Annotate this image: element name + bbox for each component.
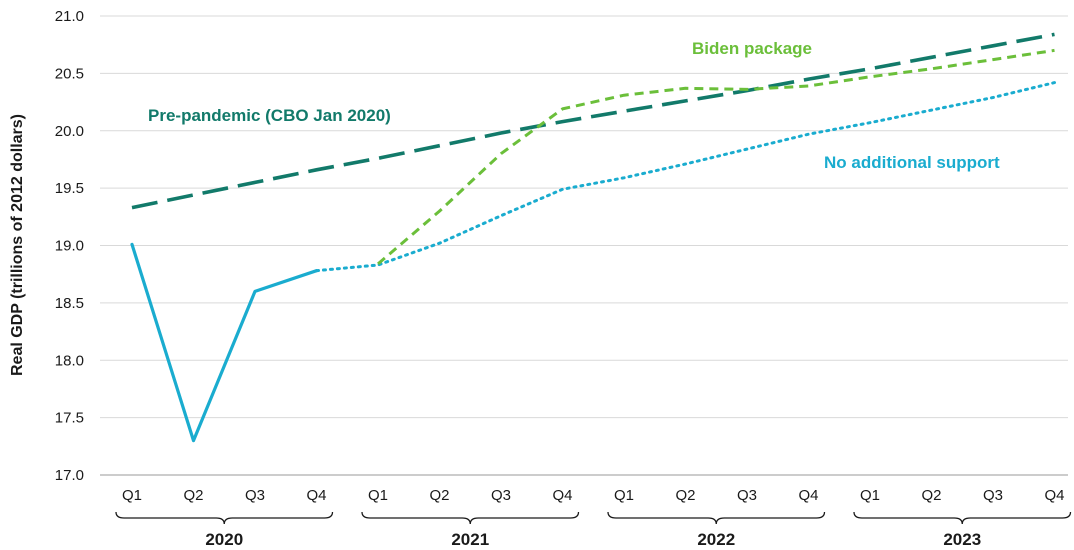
x-tick-label: Q1	[368, 487, 388, 504]
y-tick-label: 19.0	[55, 238, 84, 255]
x-tick-label: Q2	[675, 487, 695, 504]
x-tick-label: Q2	[183, 487, 203, 504]
x-tick-label: Q4	[306, 487, 326, 504]
year-brace	[853, 511, 1072, 525]
x-axis-quarter-ticks: Q1 Q2 Q3 Q4 Q1 Q2 Q3 Q4 Q1 Q2 Q3 Q4 Q1 Q2 Q3 Q4	[122, 487, 1065, 504]
x-tick-label: Q3	[737, 487, 757, 504]
x-tick-label: Q3	[245, 487, 265, 504]
y-tick-label: 17.5	[55, 410, 84, 427]
series-lines	[130, 32, 1056, 443]
y-tick-label: 19.5	[55, 180, 84, 197]
x-tick-label: Q4	[552, 487, 572, 504]
year-label: 2021	[451, 530, 489, 549]
year-brace	[115, 511, 334, 525]
annotation-biden-package: Biden package	[692, 39, 812, 58]
series-line-pre-pandemic-cbo-jan-2020	[131, 32, 1055, 210]
y-tick-label: 21.0	[55, 8, 84, 25]
series-line-biden-package	[377, 48, 1055, 266]
y-tick-label: 17.0	[55, 467, 84, 484]
series-line-no-additional-support	[315, 81, 1056, 273]
x-tick-label: Q4	[1044, 487, 1064, 504]
year-label: 2022	[697, 530, 735, 549]
y-tick-label: 18.0	[55, 352, 84, 369]
gridlines	[100, 15, 1068, 476]
series-line-actual	[130, 242, 319, 443]
x-tick-label: Q2	[921, 487, 941, 504]
year-brace	[361, 511, 580, 525]
year-label: 2020	[205, 530, 243, 549]
y-axis-label: Real GDP (trillions of 2012 dollars)	[9, 114, 26, 376]
x-tick-label: Q3	[491, 487, 511, 504]
y-tick-label: 18.5	[55, 295, 84, 312]
year-braces	[115, 511, 1072, 525]
year-brace	[607, 511, 826, 525]
year-label: 2023	[943, 530, 981, 549]
x-tick-label: Q3	[983, 487, 1003, 504]
annotation-no-additional-support: No additional support	[824, 153, 1000, 172]
x-tick-label: Q1	[122, 487, 142, 504]
year-labels: 2020 2021 2022 2023	[205, 530, 981, 549]
x-tick-label: Q2	[429, 487, 449, 504]
x-tick-label: Q1	[860, 487, 880, 504]
y-tick-label: 20.0	[55, 123, 84, 140]
y-tick-label: 20.5	[55, 65, 84, 82]
x-tick-label: Q4	[798, 487, 818, 504]
x-tick-label: Q1	[614, 487, 634, 504]
annotation-pre-pandemic: Pre-pandemic (CBO Jan 2020)	[148, 106, 391, 125]
y-axis-ticks: 17.0 17.5 18.0 18.5 19.0 19.5 20.0 20.5 21.0	[55, 8, 84, 484]
